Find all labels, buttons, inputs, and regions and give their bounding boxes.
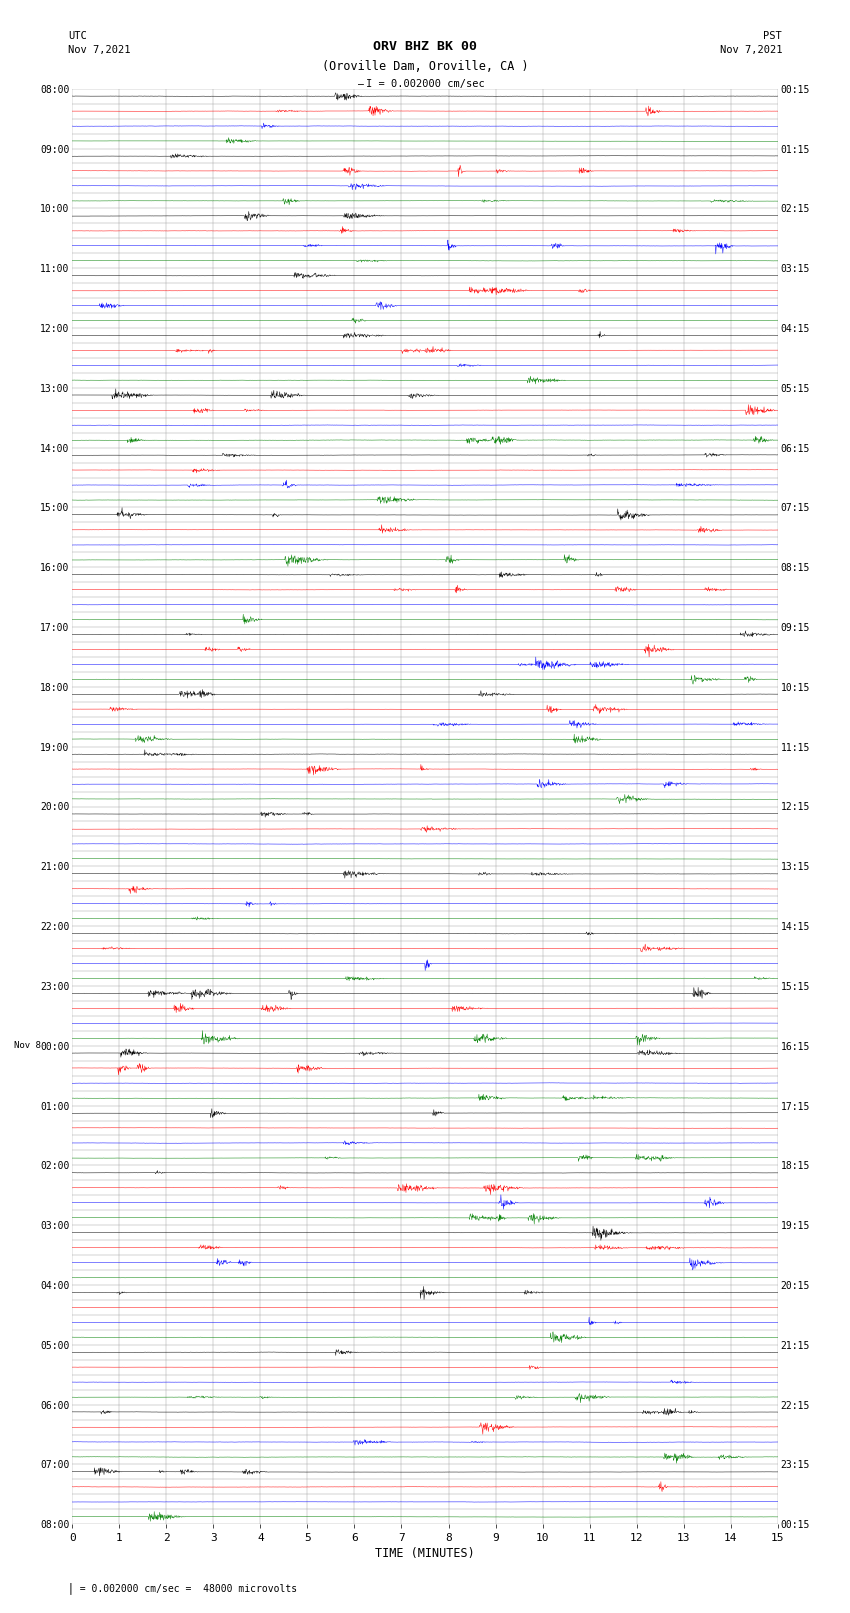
Text: Nov 7,2021: Nov 7,2021 bbox=[719, 45, 782, 55]
Text: ORV BHZ BK 00: ORV BHZ BK 00 bbox=[373, 40, 477, 53]
Text: (Oroville Dam, Oroville, CA ): (Oroville Dam, Oroville, CA ) bbox=[321, 60, 529, 73]
Text: PST: PST bbox=[763, 31, 782, 40]
Text: UTC: UTC bbox=[68, 31, 87, 40]
Text: ―: ― bbox=[359, 79, 364, 89]
Text: Nov 8: Nov 8 bbox=[14, 1042, 41, 1050]
Text: ⎮ = 0.002000 cm/sec =  48000 microvolts: ⎮ = 0.002000 cm/sec = 48000 microvolts bbox=[68, 1582, 298, 1594]
Text: Nov 7,2021: Nov 7,2021 bbox=[68, 45, 131, 55]
Text: I = 0.002000 cm/sec: I = 0.002000 cm/sec bbox=[366, 79, 484, 89]
X-axis label: TIME (MINUTES): TIME (MINUTES) bbox=[375, 1547, 475, 1560]
